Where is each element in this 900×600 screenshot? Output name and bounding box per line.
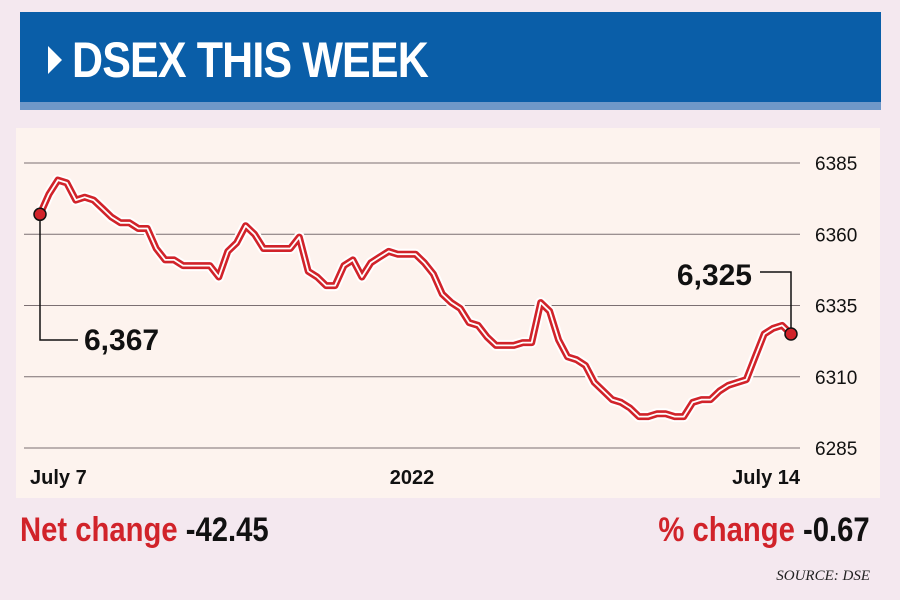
x-tick-label: July 7 [30,467,87,489]
chart-panel [16,128,880,498]
end-callout-line [760,271,792,334]
series-line [36,176,795,421]
arrow-icon [48,46,62,74]
series-line-halo [34,174,797,423]
title-banner: DSEX THIS WEEK [20,12,881,102]
start-callout-line [39,214,78,341]
net-change: Net change -42.45 [20,505,269,555]
percent-change-value: -0.67 [803,511,870,549]
start-point-marker [33,207,47,222]
end-value-label: 6,325 [677,259,752,292]
y-tick-label: 6385 [815,154,857,175]
y-tick-label: 6285 [815,439,857,460]
x-tick-label: July 14 [732,467,801,489]
y-tick-label: 6310 [815,368,857,389]
chart-title: DSEX THIS WEEK [72,32,429,88]
start-value-label: 6,367 [84,324,159,357]
net-change-label: Net change [20,511,178,549]
net-change-value: -42.45 [185,511,269,549]
percent-change: % change -0.67 [659,505,870,555]
source-note: SOURCE: DSE [776,568,870,584]
end-point-marker [784,327,798,341]
x-tick-label: 2022 [390,467,435,489]
y-tick-label: 6360 [815,225,857,246]
y-tick-label: 6335 [815,297,857,318]
series-line-core [39,179,792,418]
percent-change-label: % change [658,511,796,549]
